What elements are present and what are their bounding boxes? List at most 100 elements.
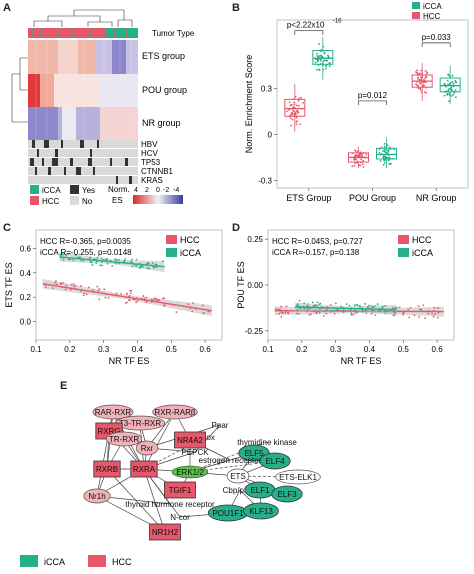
data-point: [287, 312, 290, 315]
data-point: [285, 305, 288, 308]
data-point: [446, 93, 449, 95]
data-point: [424, 77, 426, 80]
panel-letter-d: D: [232, 222, 240, 234]
network-node-rxr-rar-: [152, 404, 198, 420]
data-point: [379, 160, 382, 162]
data-point: [336, 309, 338, 312]
data-point: [306, 308, 309, 311]
data-point: [419, 89, 422, 92]
network-node-thymidine-kinase-label: thymidine kinase: [237, 438, 297, 447]
network-node-nr4a2-label: NR4A2: [177, 436, 203, 445]
y-axis-label: ETS TF ES: [4, 262, 14, 307]
data-point: [97, 289, 100, 292]
data-point: [130, 289, 133, 292]
data-point: [103, 288, 106, 291]
data-point: [155, 297, 158, 300]
norm-label: Norm.: [108, 185, 130, 194]
data-point: [128, 298, 130, 301]
data-point: [290, 124, 292, 127]
network-node-rxrb: [93, 460, 121, 478]
data-point: [349, 309, 352, 311]
data-point: [318, 311, 321, 314]
data-point: [318, 303, 321, 306]
data-point: [80, 259, 83, 262]
data-point: [296, 303, 299, 306]
network-node-t3-tr-rxr-label: T3-TR-RXR: [119, 419, 161, 428]
data-point: [316, 301, 319, 304]
legend-label-icca: iCCA: [180, 248, 201, 258]
data-point: [62, 258, 65, 261]
network-node-nr4a2: [174, 431, 206, 449]
data-point: [314, 58, 317, 61]
data-point: [315, 52, 318, 55]
data-point: [163, 297, 165, 300]
y-tick-label: 0.0: [20, 318, 32, 327]
data-point: [155, 266, 158, 269]
data-point: [437, 307, 440, 309]
data-point: [360, 158, 363, 161]
data-point: [65, 254, 68, 257]
data-point: [135, 258, 138, 261]
data-point: [297, 105, 300, 107]
x-tick-label: 0.1: [262, 345, 274, 354]
data-point: [353, 164, 356, 167]
data-point: [314, 304, 317, 306]
data-point: [69, 258, 72, 261]
significance-bracket: [294, 30, 324, 35]
row-dendrogram: [11, 57, 28, 123]
data-point: [136, 299, 139, 302]
data-point: [153, 297, 156, 299]
significance-bracket: [358, 100, 387, 105]
data-point: [420, 308, 423, 311]
data-point: [299, 307, 302, 310]
data-point: [450, 95, 453, 97]
data-point: [141, 265, 144, 268]
data-point: [333, 309, 336, 312]
data-point: [452, 82, 455, 85]
network-node-nr1h2-label: NR1H2: [152, 528, 179, 537]
data-point: [402, 313, 404, 316]
data-point: [372, 309, 375, 312]
data-point: [383, 145, 386, 148]
norm-tick-2: 0: [156, 187, 160, 194]
x-tick-label: 0.5: [166, 345, 178, 354]
data-point: [312, 305, 315, 307]
heatmap-texture: [35, 40, 132, 140]
x-tick-label: 0.2: [64, 345, 76, 354]
network-node-rxrb-label: RXRB: [96, 465, 118, 474]
data-point: [106, 258, 109, 261]
data-point: [54, 280, 57, 282]
data-point: [67, 252, 70, 255]
network-edge: [143, 411, 176, 470]
data-point: [345, 303, 348, 305]
data-point: [447, 74, 450, 77]
data-point: [82, 259, 85, 262]
data-point: [424, 81, 427, 84]
data-point: [62, 282, 65, 284]
data-point: [362, 159, 365, 162]
data-point: [288, 101, 291, 104]
legend-label-hcc: HCC: [423, 12, 441, 21]
data-point: [407, 308, 410, 311]
data-point: [382, 163, 385, 166]
data-point: [325, 308, 328, 311]
row-label-pou: POU group: [142, 85, 187, 95]
norm-tick-4: -4: [173, 187, 179, 194]
data-point: [65, 284, 68, 287]
legend-swatch-yes: [70, 185, 79, 194]
network-node-klf13-label: KLF13: [249, 507, 273, 516]
data-point: [91, 264, 94, 266]
network-node-thyroid-hormone-receptor-label: thyroid hormone receptor: [125, 500, 215, 509]
data-point: [378, 309, 380, 312]
data-point: [88, 286, 90, 289]
legend-swatch-hcc: [30, 196, 39, 205]
tumor-type-icca-bar: [106, 28, 138, 38]
data-point: [408, 316, 411, 319]
data-point: [75, 254, 77, 256]
data-point: [124, 258, 127, 260]
data-point: [370, 313, 373, 315]
x-axis-label: NR TF ES: [341, 356, 382, 366]
network-node-nr1h-label: Nr1h: [88, 492, 105, 501]
data-point: [333, 312, 336, 315]
data-point: [387, 149, 390, 152]
